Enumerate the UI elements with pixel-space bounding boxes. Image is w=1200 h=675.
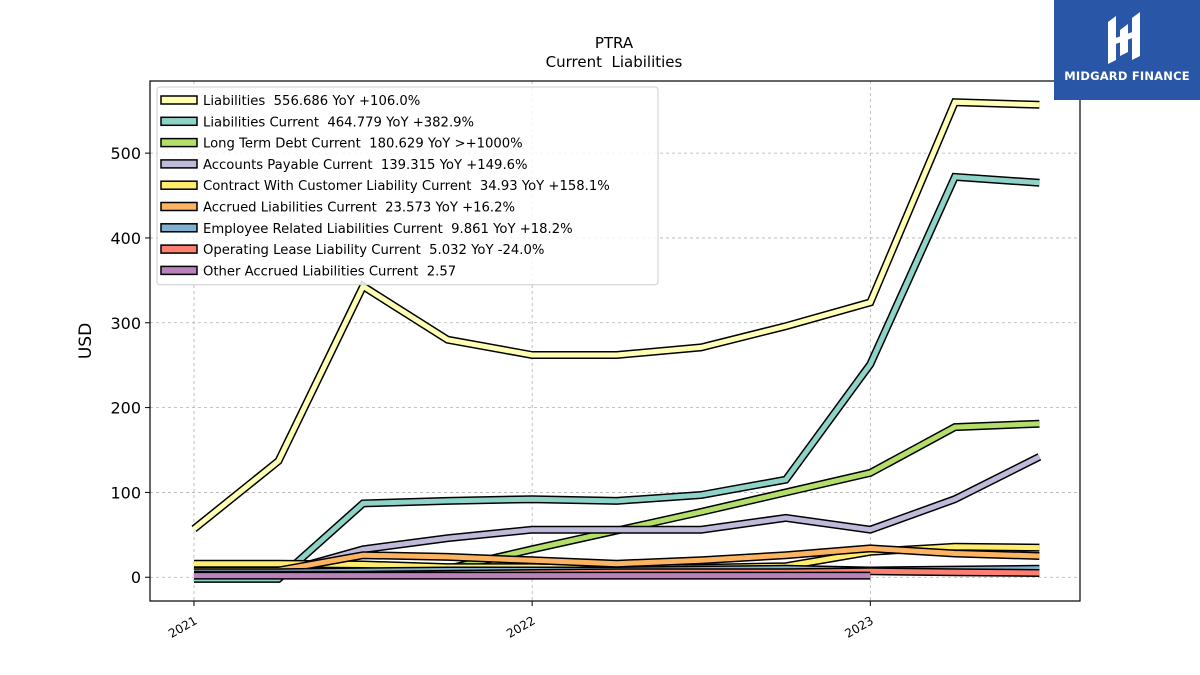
x-tick-label: 2022 xyxy=(504,613,537,640)
legend-label: Accrued Liabilities Current 23.573 YoY +… xyxy=(203,201,515,216)
y-axis-label: USD xyxy=(76,323,96,359)
y-tick-label: 500 xyxy=(110,144,141,163)
legend-item: Contract With Customer Liability Current… xyxy=(160,179,610,194)
legend-label: Contract With Customer Liability Current… xyxy=(203,179,610,194)
legend-label: Liabilities 556.686 YoY +106.0% xyxy=(203,94,420,109)
y-tick-label: 200 xyxy=(110,399,141,418)
chart-title: PTRA xyxy=(595,34,634,52)
legend-item: Operating Lease Liability Current 5.032 … xyxy=(160,243,544,258)
legend-label: Long Term Debt Current 180.629 YoY >+100… xyxy=(203,137,523,152)
series-stroke xyxy=(447,421,1040,572)
legend-item: Liabilities 556.686 YoY +106.0% xyxy=(160,94,420,109)
series-line-5 xyxy=(194,544,1040,575)
legend: Liabilities 556.686 YoY +106.0% Liabiliti… xyxy=(156,86,659,286)
legend-item: Long Term Debt Current 180.629 YoY >+100… xyxy=(160,137,523,152)
brand-logo: MIDGARD FINANCE xyxy=(1054,0,1200,100)
legend-label: Liabilities Current 464.779 YoY +382.9% xyxy=(203,115,474,130)
legend-item: Liabilities Current 464.779 YoY +382.9% xyxy=(160,115,474,130)
x-tick-label: 2021 xyxy=(166,613,199,640)
legend-label: Accounts Payable Current 139.315 YoY +14… xyxy=(203,158,528,173)
series-stroke xyxy=(192,99,1040,531)
legend-item: Accounts Payable Current 139.315 YoY +14… xyxy=(160,158,528,173)
series-line-0 xyxy=(191,98,1040,533)
legend-swatch xyxy=(160,137,198,148)
series-stroke xyxy=(194,174,1040,582)
x-tick-label: 2023 xyxy=(842,613,875,640)
legend-swatch xyxy=(160,95,198,105)
plot-frame xyxy=(149,80,1081,602)
legend-item: Other Accrued Liabilities Current 2.57 xyxy=(160,264,456,279)
series-stroke xyxy=(194,545,1040,573)
legend-swatch xyxy=(160,244,198,254)
y-tick-label: 300 xyxy=(110,314,141,333)
y-axis-ticks: 0 100 200 300 400 500 xyxy=(110,144,150,587)
legend-item: Accrued Liabilities Current 23.573 YoY +… xyxy=(160,201,515,216)
series-stroke xyxy=(194,454,1041,576)
legend-swatch xyxy=(160,265,198,276)
legend-label: Operating Lease Liability Current 5.032 … xyxy=(203,243,544,258)
series-line-3 xyxy=(194,453,1042,577)
series-line-2 xyxy=(446,419,1040,573)
legend-box xyxy=(156,86,659,286)
series-line-1 xyxy=(194,172,1040,583)
legend-item: Employee Related Liabilities Current 9.8… xyxy=(160,222,573,237)
legend-swatch xyxy=(160,223,198,233)
legend-swatch xyxy=(160,180,198,190)
y-tick-label: 400 xyxy=(110,229,141,248)
brand-name: MIDGARD FINANCE xyxy=(1064,69,1190,83)
x-axis-ticks: 2021 2022 2023 xyxy=(166,601,876,641)
legend-swatch xyxy=(160,116,198,127)
midgard-logo-icon xyxy=(1108,12,1140,64)
series-lines xyxy=(191,98,1042,583)
y-tick-label: 100 xyxy=(110,483,141,502)
legend-label: Other Accrued Liabilities Current 2.57 xyxy=(203,264,456,279)
legend-swatch xyxy=(160,201,198,212)
chart-subtitle: Current Liabilities xyxy=(546,53,683,71)
y-tick-label: 0 xyxy=(131,568,141,587)
legend-label: Employee Related Liabilities Current 9.8… xyxy=(203,222,573,237)
legend-swatch xyxy=(160,159,198,169)
